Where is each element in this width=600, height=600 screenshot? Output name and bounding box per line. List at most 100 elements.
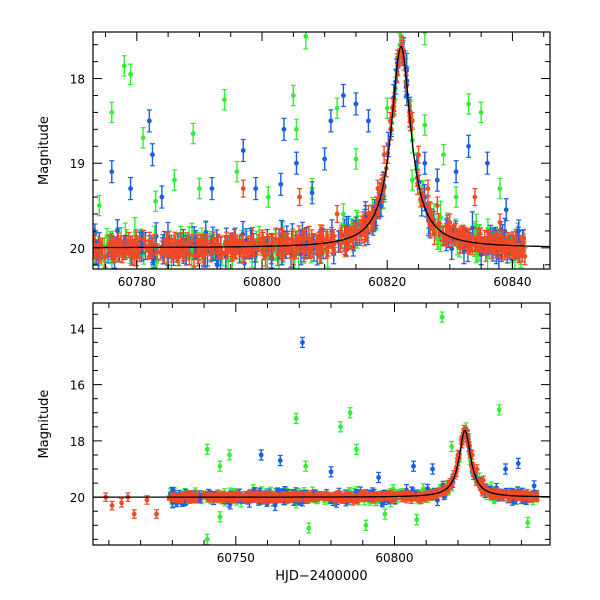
red-cloud-point [338,224,344,243]
red-cloud-point-marker [482,244,488,250]
blue-point [209,176,215,201]
green-point [478,101,484,124]
green-point [121,55,127,77]
red-cloud-point-marker [194,238,200,244]
green-point [290,84,296,107]
blue-point-marker [253,186,259,191]
green-point-marker [109,110,115,115]
green-point-marker [441,152,446,158]
green-point-marker [222,97,227,103]
green-point-marker [434,236,440,242]
red-cloud-point-marker [517,253,523,259]
red-point-marker [447,220,453,225]
red-cloud-point-marker [306,235,312,241]
red-cloud-point-marker [261,250,267,256]
green-cloud-point-marker [474,251,480,257]
red-cloud-point-marker [407,103,412,109]
red-point-marker [416,152,421,158]
blue-point [128,176,134,201]
blue-point-marker [503,207,509,213]
green-point [340,203,346,225]
green-point [303,32,309,50]
red-cloud-point [120,239,126,261]
green-point [234,160,240,183]
red-cloud-point [165,231,171,251]
red-cloud-point-marker [204,241,210,247]
red-cloud-point-marker [185,242,190,247]
green-point [265,186,271,208]
red-point-marker [297,194,302,200]
blue-point [278,172,284,196]
red-cloud-point [474,227,480,248]
plot-area [93,311,550,545]
green-point-marker [303,33,309,39]
red-cloud-point [482,240,488,254]
red-cloud-point-marker [117,249,122,255]
red-cloud-point-marker [196,248,202,253]
red-cloud-point-marker [120,247,126,253]
red-cloud-point [172,231,178,249]
red-cloud-point-marker [338,230,344,236]
red-point [497,213,503,232]
red-cloud-point-marker [191,253,197,259]
green-point-marker [140,135,146,141]
green-point-marker [128,71,133,77]
blue-point [466,134,472,158]
blue-point [434,168,440,192]
blue-point [293,151,299,175]
blue-point [109,160,115,184]
blue-point-marker [209,186,215,191]
red-cloud-point-marker [147,239,152,245]
red-cloud-point-marker [295,238,301,244]
red-cloud-point [280,239,286,259]
green-point [221,88,227,111]
blue-point [378,193,384,218]
red-cloud-point-marker [102,254,108,260]
blue-point [253,176,259,201]
red-cloud-point-marker [508,245,514,251]
red-cloud-point-marker [152,242,158,248]
red-cloud-point-marker [158,250,163,256]
red-cloud-point-marker [189,238,195,244]
red-cloud-point-marker [318,251,324,257]
blue-point-marker [353,101,359,107]
green-cloud-point [104,227,110,245]
red-cloud-point-marker [180,248,186,254]
red-cloud-point-marker [301,250,307,256]
red-point-marker [366,211,371,217]
red-point-marker [334,211,340,217]
blue-point [309,181,315,205]
green-point-marker [478,110,484,115]
red-cloud-point-marker [376,211,381,216]
red-cloud-point-marker [280,246,286,252]
green-point-marker [197,186,202,191]
green-point-marker [422,122,428,128]
red-point [425,179,431,198]
red-cloud-point [512,238,518,260]
red-cloud-point [180,240,186,262]
green-point [422,114,428,136]
blue-point-marker [434,177,440,183]
green-point [441,143,447,166]
green-point [353,148,359,170]
red-cloud-point-marker [165,238,171,244]
green-point-marker [190,131,196,136]
blue-point-marker [150,152,155,158]
green-point [384,97,390,119]
red-cloud-point-marker [219,250,225,255]
green-cloud-point-marker [438,214,444,220]
blue-point [484,151,490,175]
red-cloud-point [493,230,499,247]
red-cloud-point-marker [211,243,217,249]
red-cloud-point [505,235,511,251]
green-point [109,101,115,124]
red-point [522,247,528,266]
green-point-marker [353,156,359,162]
red-cloud-point [517,248,523,263]
red-point [240,179,246,198]
green-point [96,194,102,217]
red-cloud-point-marker [215,242,221,247]
red-cloud-point [260,231,266,255]
